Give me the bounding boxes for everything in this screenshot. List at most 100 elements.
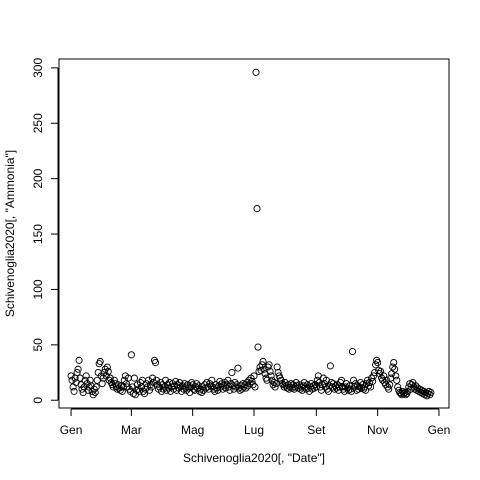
data-point xyxy=(251,383,259,391)
data-point xyxy=(393,376,401,384)
data-point xyxy=(98,380,106,388)
data-point xyxy=(217,383,225,391)
data-point xyxy=(170,385,178,393)
data-point xyxy=(256,363,264,371)
data-point xyxy=(141,385,149,393)
x-axis: Gen Mar Mag Lug Set Nov Gen xyxy=(60,408,451,437)
x-tick-label: Set xyxy=(307,423,326,437)
data-point xyxy=(390,359,398,367)
x-axis-label: Schivenoglia2020[, "Date"] xyxy=(183,451,325,465)
data-point xyxy=(369,377,377,385)
data-points xyxy=(67,68,435,400)
x-tick-label: Mag xyxy=(181,423,204,437)
x-tick-label: Gen xyxy=(428,423,451,437)
data-point xyxy=(259,357,267,366)
data-point xyxy=(161,376,170,384)
data-point xyxy=(427,388,435,397)
data-point xyxy=(228,368,236,377)
data-point xyxy=(244,382,252,390)
data-point xyxy=(370,372,378,380)
data-point xyxy=(219,385,227,393)
data-point xyxy=(326,362,334,370)
data-point xyxy=(88,387,96,395)
data-point xyxy=(86,376,94,384)
data-point xyxy=(140,390,148,398)
data-point xyxy=(180,385,188,393)
data-point xyxy=(313,376,321,384)
data-point xyxy=(152,376,161,384)
data-point xyxy=(267,372,275,380)
data-point xyxy=(104,367,112,375)
data-point xyxy=(82,372,90,380)
data-point xyxy=(103,363,111,371)
data-point xyxy=(151,359,160,367)
data-point xyxy=(179,382,187,390)
data-point xyxy=(386,381,394,389)
data-point xyxy=(110,376,118,384)
y-tick-label: 300 xyxy=(31,58,45,78)
data-point xyxy=(106,374,114,382)
data-point xyxy=(168,383,176,391)
x-tick-label: Lug xyxy=(244,423,264,437)
plot-box xyxy=(58,58,450,409)
data-point xyxy=(181,380,189,388)
data-point xyxy=(127,351,135,359)
data-point xyxy=(374,359,382,367)
data-point xyxy=(89,391,97,399)
data-point xyxy=(252,68,260,76)
data-point xyxy=(249,381,257,389)
data-point xyxy=(368,374,376,382)
data-point xyxy=(164,381,172,389)
data-point xyxy=(242,384,250,392)
data-point xyxy=(91,388,99,397)
data-point xyxy=(392,372,400,380)
y-tick-label: 50 xyxy=(31,338,45,352)
data-point xyxy=(265,361,273,369)
data-point xyxy=(253,205,261,213)
x-tick-label: Nov xyxy=(367,423,388,437)
data-point xyxy=(241,381,249,389)
data-point xyxy=(254,343,262,351)
data-point xyxy=(277,376,285,384)
data-point xyxy=(67,372,75,380)
data-point xyxy=(162,386,171,394)
x-tick-label: Gen xyxy=(60,423,83,437)
data-point xyxy=(348,347,357,356)
data-point xyxy=(73,368,81,377)
data-point xyxy=(250,372,258,380)
y-tick-label: 250 xyxy=(31,113,45,133)
data-point xyxy=(271,383,279,391)
data-point xyxy=(220,382,228,390)
data-point xyxy=(216,377,224,385)
data-point xyxy=(337,376,346,384)
data-point xyxy=(372,361,380,369)
data-point xyxy=(218,380,226,388)
data-point xyxy=(385,385,393,393)
data-point xyxy=(366,378,374,387)
data-point xyxy=(258,361,266,369)
data-point xyxy=(75,356,83,364)
data-point xyxy=(148,374,157,382)
data-point xyxy=(74,365,82,373)
y-tick-label: 150 xyxy=(31,224,45,244)
data-point xyxy=(243,378,251,387)
data-point xyxy=(234,364,242,372)
data-point xyxy=(199,383,207,391)
data-point xyxy=(96,357,104,366)
data-point xyxy=(391,365,399,373)
data-point xyxy=(396,388,404,397)
y-tick-label: 0 xyxy=(31,397,45,404)
data-point xyxy=(118,387,126,395)
data-point xyxy=(273,363,281,371)
data-point xyxy=(182,383,190,391)
y-tick-label: 200 xyxy=(31,168,45,188)
data-point xyxy=(231,378,239,387)
data-point xyxy=(90,385,98,393)
y-axis: 0 50 100 150 200 250 300 xyxy=(31,58,59,404)
data-point xyxy=(364,376,372,384)
data-point xyxy=(245,376,253,384)
data-point xyxy=(389,363,397,371)
data-point xyxy=(260,365,268,373)
